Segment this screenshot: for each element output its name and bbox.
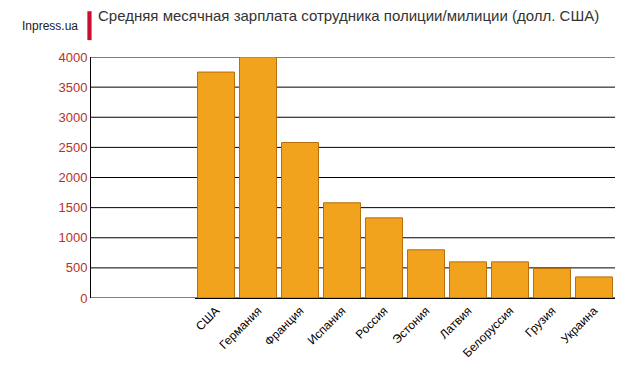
svg-text:США: США xyxy=(193,304,222,333)
svg-text:Россия: Россия xyxy=(353,304,391,342)
svg-text:Грузия: Грузия xyxy=(522,304,558,340)
svg-text:Белоруссия: Белоруссия xyxy=(460,304,516,360)
svg-text:Inpress.ua: Inpress.ua xyxy=(22,19,78,33)
svg-text:Латвия: Латвия xyxy=(437,304,475,342)
svg-text:500: 500 xyxy=(66,260,88,275)
svg-text:0: 0 xyxy=(80,291,87,306)
svg-text:1500: 1500 xyxy=(58,200,87,215)
svg-text:4000: 4000 xyxy=(58,50,87,65)
svg-text:3000: 3000 xyxy=(58,110,87,125)
svg-text:Эстония: Эстония xyxy=(390,304,433,347)
svg-text:Германия: Германия xyxy=(216,304,264,352)
svg-text:1000: 1000 xyxy=(58,230,87,245)
svg-text:Украина: Украина xyxy=(558,304,600,346)
svg-text:Средняя месячная зарплата сотр: Средняя месячная зарплата сотрудника пол… xyxy=(98,7,599,24)
svg-text:Франция: Франция xyxy=(262,304,307,349)
svg-text:2500: 2500 xyxy=(58,140,87,155)
svg-text:3500: 3500 xyxy=(58,80,87,95)
svg-text:Испания: Испания xyxy=(305,304,349,348)
svg-text:2000: 2000 xyxy=(58,170,87,185)
